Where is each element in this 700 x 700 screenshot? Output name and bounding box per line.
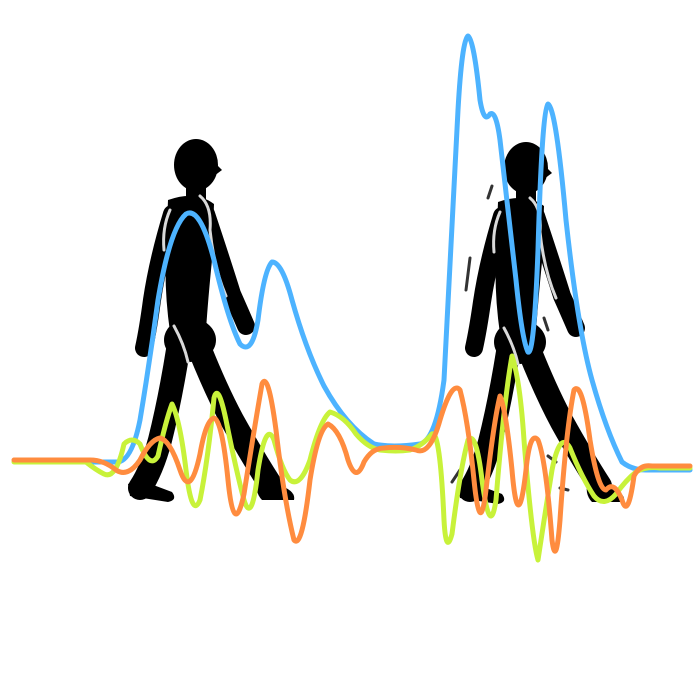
walker-right-highlight-back xyxy=(492,210,502,254)
walker-right-highlight-hip xyxy=(502,326,520,366)
signal-orange-line xyxy=(11,378,693,554)
walker-left-foot-back xyxy=(128,481,175,502)
walker-left-highlight-hip xyxy=(172,324,190,364)
motion-mark-3 xyxy=(542,316,550,332)
walker-right-arm-front xyxy=(527,207,585,337)
signal-blue-line xyxy=(81,33,693,473)
walker-right-head xyxy=(504,142,548,194)
walker-left-face xyxy=(214,162,222,176)
motion-mark-1 xyxy=(464,256,472,292)
walker-left-highlight-back xyxy=(162,208,172,252)
walker-left-head xyxy=(174,139,218,191)
motion-mark-2 xyxy=(486,184,494,200)
walker-right-foot-back xyxy=(458,483,505,504)
signal-traces xyxy=(11,33,693,563)
walker-right-face xyxy=(544,165,552,179)
walker-left-arm-front xyxy=(197,205,255,335)
walker-right-leg-front xyxy=(518,340,612,498)
